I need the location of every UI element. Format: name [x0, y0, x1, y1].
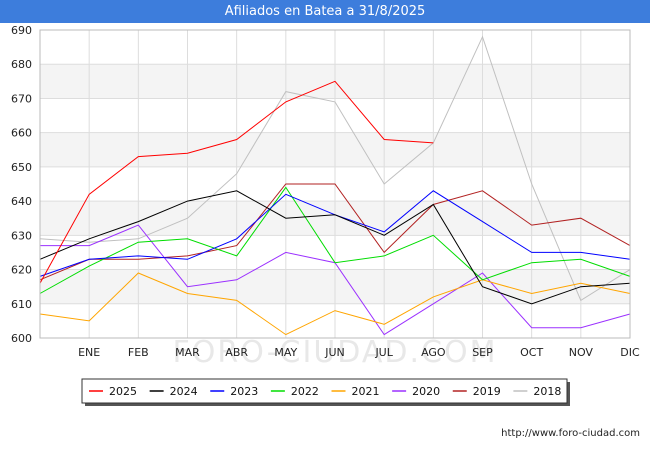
series-line-2022	[39, 186, 631, 294]
legend-label-2020: 2020	[412, 385, 440, 398]
x-tick-label: ENE	[78, 346, 100, 359]
y-tick-label: 670	[11, 92, 32, 105]
legend: 2025 2024 2023 2022 2021 2020 2019 2018	[81, 378, 570, 406]
x-tick-label: JUN	[324, 346, 345, 359]
chart-title: Afiliados en Batea a 31/8/2025	[224, 4, 426, 19]
axes: 600 610 620 630 640 650 660 670 680 690 ENE FEB MAR A…	[11, 24, 640, 359]
y-tick-label: 600	[11, 332, 32, 345]
y-tick-label: 680	[11, 58, 32, 71]
legend-label-2024: 2024	[170, 385, 198, 398]
series-line-2019	[39, 183, 631, 281]
x-tick-label: OCT	[520, 346, 543, 359]
legend-label-2018: 2018	[533, 385, 561, 398]
y-tick-label: 660	[11, 127, 32, 140]
source-link[interactable]: http://www.foro-ciudad.com	[501, 428, 640, 439]
x-tick-label: ABR	[225, 346, 248, 359]
x-tick-label: MAY	[274, 346, 297, 359]
y-tick-label: 690	[11, 24, 32, 37]
plot-border	[39, 29, 631, 339]
series-line-2021	[39, 272, 631, 336]
x-tick-label: AGO	[421, 346, 446, 359]
x-tick-label: SEP	[472, 346, 493, 359]
legend-label-2025: 2025	[109, 385, 137, 398]
legend-label-2019: 2019	[473, 385, 501, 398]
x-tick-label: JUL	[374, 346, 393, 359]
y-tick-label: 620	[11, 264, 32, 277]
x-tick-label: NOV	[569, 346, 594, 359]
y-tick-label: 640	[11, 195, 32, 208]
x-tick-label: FEB	[128, 346, 149, 359]
title-bar: Afiliados en Batea a 31/8/2025	[0, 0, 650, 23]
series-line-2025	[39, 80, 434, 284]
y-tick-label: 650	[11, 161, 32, 174]
y-tick-label: 630	[11, 229, 32, 242]
x-tick-label: DIC	[620, 346, 640, 359]
watermark: FORO-CIUDAD.COM	[173, 335, 498, 370]
y-tick-label: 610	[11, 298, 32, 311]
series-lines	[39, 35, 631, 336]
x-tick-label: MAR	[175, 346, 200, 359]
legend-label-2021: 2021	[352, 385, 380, 398]
legend-label-2022: 2022	[291, 385, 319, 398]
legend-label-2023: 2023	[230, 385, 258, 398]
series-line-2024	[39, 190, 631, 305]
series-line-2018	[39, 35, 631, 302]
